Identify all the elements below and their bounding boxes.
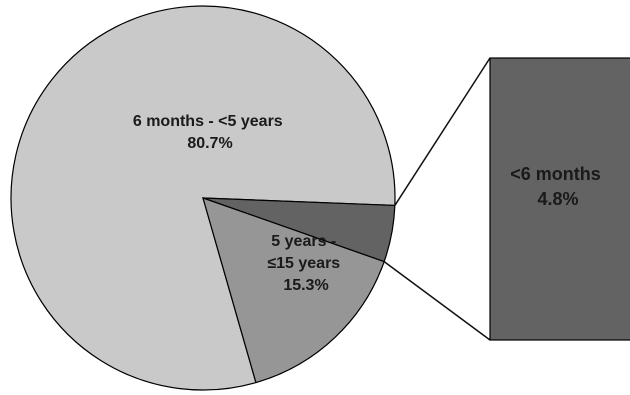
connector-lines: [383, 57, 491, 341]
connector-line-top: [394, 57, 491, 206]
label-6mo-5yr: 6 months - <5 years 80.7%: [133, 113, 287, 152]
slice-5yr-15yr: [202, 197, 385, 384]
label-5yr-15yr: 5 years - ≤15 years 15.3%: [267, 233, 344, 294]
breakout-bar: [489, 57, 630, 341]
label-under-6mo: <6 months 4.8%: [510, 164, 606, 209]
pie-slices: [10, 5, 396, 391]
connector-line-bottom: [383, 261, 491, 341]
breakout-bar-rect: [489, 57, 630, 341]
